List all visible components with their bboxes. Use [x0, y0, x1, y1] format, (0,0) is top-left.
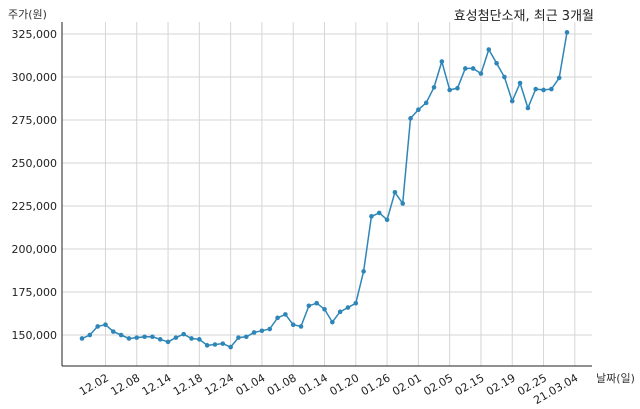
data-point [408, 116, 413, 121]
data-point [416, 107, 421, 113]
data-point [345, 305, 351, 310]
data-point [165, 339, 171, 345]
y-tick-label: 250,000 [12, 157, 58, 170]
y-tick-label: 150,000 [12, 329, 58, 342]
data-point [259, 328, 265, 334]
data-point [549, 86, 554, 92]
data-point [447, 87, 452, 93]
chart-title: 효성첨단소재, 최근 3개월 [453, 9, 594, 24]
data-point [439, 59, 445, 64]
data-point [517, 80, 523, 86]
data-point [228, 344, 233, 350]
data-point [306, 303, 312, 309]
data-point [314, 300, 319, 306]
x-axis-label: 날짜(일) [596, 372, 635, 385]
y-tick-label: 200,000 [12, 243, 58, 256]
data-point [95, 324, 100, 329]
data-point [564, 30, 570, 35]
data-point [243, 334, 249, 340]
data-point [290, 322, 296, 328]
x-tick-label: 02.05 [421, 371, 455, 398]
data-point [470, 66, 476, 71]
y-tick-label: 225,000 [12, 200, 58, 213]
x-tick-label: 01.08 [265, 371, 299, 398]
data-point [431, 85, 437, 90]
y-tick-label: 325,000 [12, 28, 58, 41]
data-point [463, 66, 468, 71]
data-point [556, 75, 562, 81]
x-tick-label: 12.08 [108, 371, 142, 398]
data-point [134, 335, 140, 340]
data-point [376, 210, 382, 216]
data-point [392, 189, 398, 195]
data-point [322, 306, 327, 312]
y-tick-label: 300,000 [12, 71, 58, 84]
x-tick-label: 01.04 [234, 371, 268, 398]
data-point [486, 47, 492, 52]
x-tick-label: 01.26 [359, 371, 393, 398]
data-point [400, 201, 406, 206]
data-point [455, 85, 460, 91]
data-point [330, 319, 335, 325]
x-tick-label: 02.19 [484, 371, 518, 398]
data-point [384, 217, 390, 223]
data-point [212, 342, 218, 347]
data-point [103, 322, 108, 328]
data-point [150, 334, 155, 340]
x-tick-label: 02.15 [453, 371, 487, 398]
data-point [337, 309, 343, 315]
data-point [87, 332, 93, 338]
data-point [142, 334, 147, 340]
data-point [361, 269, 366, 274]
x-tick-label: 12.24 [202, 371, 236, 398]
data-point [251, 330, 257, 335]
data-point [509, 98, 515, 104]
x-tick-label: 12.18 [171, 371, 205, 398]
data-point [267, 326, 273, 332]
y-tick-label: 275,000 [12, 114, 58, 127]
data-point [79, 336, 85, 341]
data-point [157, 337, 163, 342]
data-point [181, 331, 186, 337]
data-point [126, 336, 132, 341]
data-point [369, 214, 374, 219]
x-tick-label: 02.01 [390, 371, 424, 398]
x-tick-label: 12.14 [140, 371, 174, 398]
data-point [533, 86, 539, 92]
data-point [118, 332, 124, 338]
data-point [275, 315, 280, 321]
data-point [502, 74, 507, 80]
y-tick-label: 175,000 [12, 286, 58, 299]
data-point [353, 300, 359, 306]
data-point [110, 329, 116, 334]
x-tick-label: 01.20 [328, 371, 362, 398]
data-point [298, 324, 304, 329]
data-point [197, 337, 202, 342]
data-point [189, 336, 194, 341]
x-tick-label: 12.02 [77, 371, 111, 398]
data-point [478, 71, 484, 76]
data-point [204, 343, 210, 348]
y-axis-label: 주가(원) [8, 8, 47, 21]
data-point [525, 105, 531, 111]
data-point [173, 335, 179, 340]
data-point [283, 312, 288, 317]
data-point [541, 87, 546, 93]
data-point [423, 100, 429, 106]
data-point [236, 335, 241, 340]
data-point [494, 60, 499, 66]
x-tick-label: 01.14 [296, 371, 330, 398]
data-point [220, 341, 226, 346]
